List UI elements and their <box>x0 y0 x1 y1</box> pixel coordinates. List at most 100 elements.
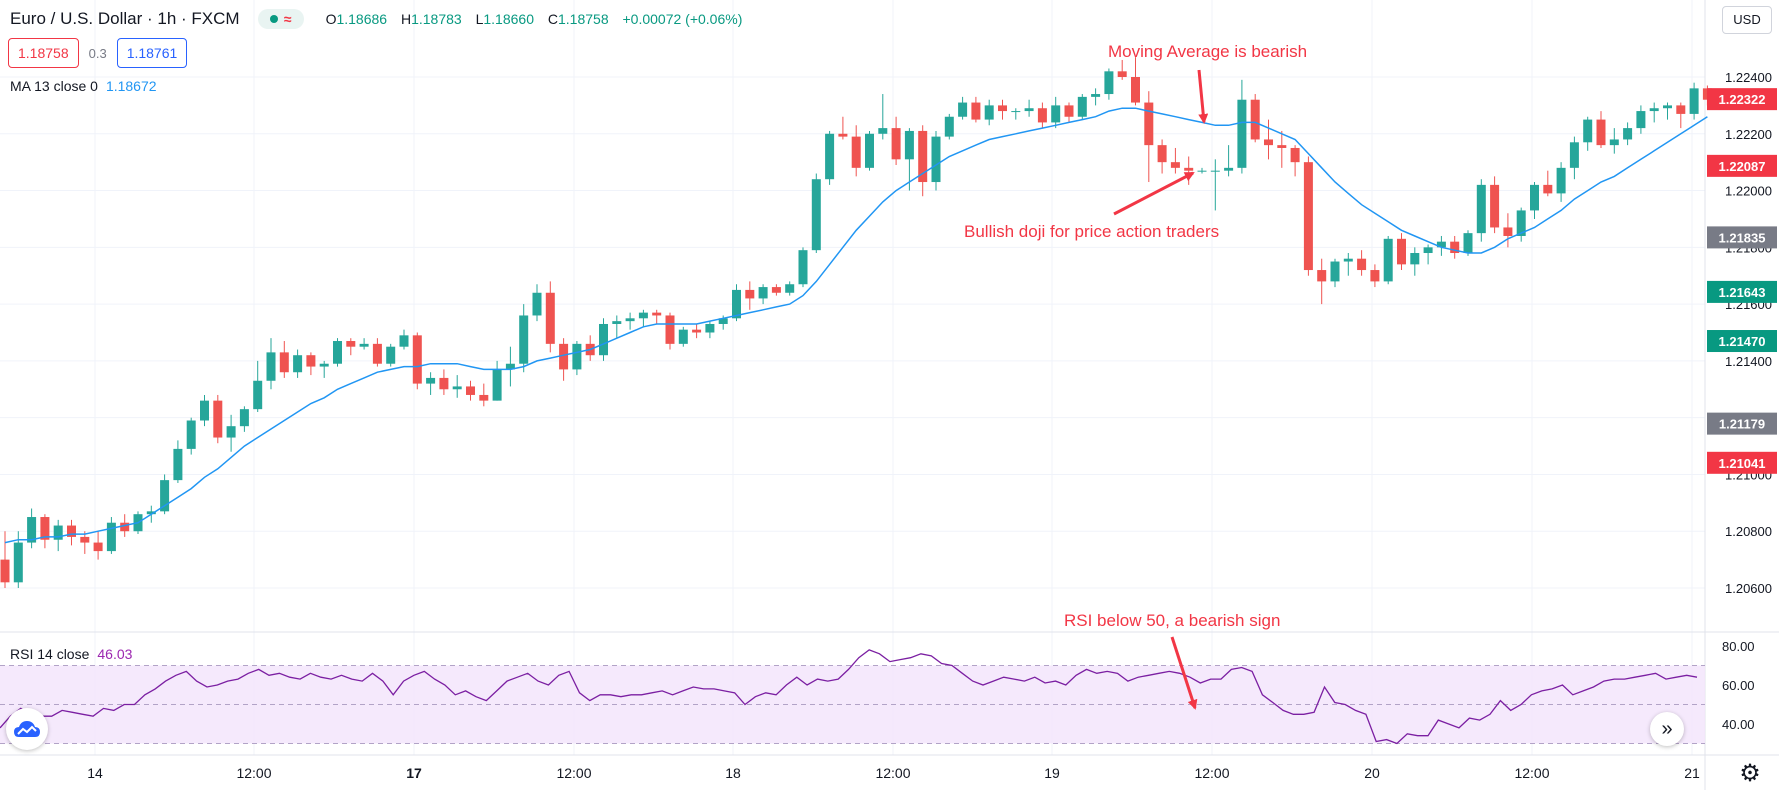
candle-body <box>1689 88 1699 114</box>
rsi-axis-tick: 60.00 <box>1722 678 1755 693</box>
candle-body <box>372 343 382 364</box>
settings-button[interactable]: ⚙ <box>1736 758 1764 788</box>
time-axis-tick: 12:00 <box>875 765 910 781</box>
buy-button[interactable]: 1.18761 <box>116 38 188 68</box>
price-axis-tick: 1.22200 <box>1725 127 1772 142</box>
arrow-ma <box>1197 69 1209 124</box>
candle-body <box>386 346 396 364</box>
candle-body <box>545 292 555 344</box>
candle-body <box>851 136 861 168</box>
candle-body <box>293 355 303 373</box>
ohlc-close-key: C <box>547 11 558 27</box>
candle-body <box>1024 108 1034 112</box>
price-label-text: 1.22322 <box>1719 92 1766 107</box>
candle-body <box>918 130 928 183</box>
candle-body <box>466 386 475 395</box>
candle-body <box>1583 119 1593 143</box>
candle-body <box>1343 258 1353 262</box>
rsi-axis-tick: 80.00 <box>1722 639 1755 654</box>
logo-button[interactable] <box>6 708 48 750</box>
time-axis-tick: 12:00 <box>236 765 271 781</box>
ohlc-open-key: O <box>325 11 337 27</box>
candle-body <box>1569 142 1579 168</box>
candle-body <box>532 292 542 316</box>
candle-body <box>53 525 63 540</box>
candle-body <box>439 377 449 390</box>
market-status-badge[interactable]: ≈ <box>257 9 304 29</box>
symbol-header: Euro / U.S. Dollar · 1h · FXCM ≈ O1.1868… <box>10 8 752 30</box>
candle-body <box>1676 105 1686 114</box>
time-axis-tick: 17 <box>406 765 422 781</box>
candle-body <box>1436 241 1446 248</box>
price-label-tag <box>1707 280 1777 303</box>
candle-body <box>1370 270 1380 282</box>
wave-icon: ≈ <box>283 11 292 27</box>
candle-body <box>1623 128 1633 140</box>
candle-body <box>346 341 356 347</box>
trade-panel: 1.18758 0.3 1.18761 <box>8 38 188 68</box>
annotation-rsi-below-50: RSI below 50, a bearish sign <box>1064 611 1281 630</box>
candle-body <box>665 315 675 344</box>
candle-body <box>200 400 209 421</box>
rsi-legend[interactable]: RSI 14 close 46.03 <box>10 646 132 662</box>
candle-body <box>1197 170 1207 172</box>
candle-body <box>239 409 249 427</box>
price-label-tag <box>1707 154 1777 177</box>
candle-body <box>652 312 662 316</box>
candle-body <box>625 318 635 322</box>
time-axis-tick: 21 <box>1684 765 1700 781</box>
candle-body <box>1330 261 1340 282</box>
time-axis-tick: 14 <box>87 765 103 781</box>
candle-body <box>186 420 196 449</box>
scroll-to-realtime-button[interactable]: » <box>1650 712 1684 746</box>
candle-body <box>67 525 76 537</box>
candle-body <box>1037 108 1047 123</box>
candle-body <box>745 289 755 299</box>
candle-body <box>479 394 489 401</box>
candle-body <box>319 363 329 367</box>
candles <box>0 57 1712 588</box>
candle-body <box>1303 162 1313 271</box>
price-label-tag <box>1707 226 1777 249</box>
candle-body <box>1556 167 1566 194</box>
symbol-title[interactable]: Euro / U.S. Dollar · 1h · FXCM <box>10 9 240 28</box>
candle-body <box>505 363 515 370</box>
price-label-tag <box>1707 330 1777 353</box>
candle-body <box>1051 105 1061 123</box>
candle-body <box>1157 145 1167 163</box>
candle-body <box>1383 238 1393 282</box>
candle-body <box>306 355 316 367</box>
candle-body <box>1423 247 1433 254</box>
price-label-tag <box>1707 412 1777 435</box>
price-label-tag <box>1707 88 1777 111</box>
candle-body <box>1237 99 1247 168</box>
ma-legend[interactable]: MA 13 close 0 1.18672 <box>10 78 157 94</box>
price-label-text: 1.21041 <box>1719 456 1766 471</box>
double-chevron-right-icon: » <box>1661 717 1673 740</box>
candle-body <box>944 116 954 137</box>
candle-body <box>971 102 981 120</box>
candle-body <box>1503 227 1513 236</box>
ma-legend-label: MA 13 close 0 <box>10 78 98 94</box>
candle-body <box>838 133 848 137</box>
candle-body <box>213 400 223 438</box>
ohlc-open-value: 1.18686 <box>336 11 388 27</box>
time-axis-tick: 12:00 <box>1514 765 1549 781</box>
candle-body <box>559 343 569 370</box>
candle-body <box>1250 99 1260 140</box>
candle-body <box>1170 162 1180 168</box>
sell-button[interactable]: 1.18758 <box>8 38 79 68</box>
candle-body <box>106 522 116 552</box>
ohlc-close-value: 1.18758 <box>558 11 609 27</box>
candle-body <box>705 323 715 333</box>
candle-body <box>226 426 236 438</box>
candle-body <box>1144 102 1154 146</box>
price-label-text: 1.21835 <box>1719 230 1766 245</box>
currency-button[interactable]: USD <box>1722 6 1772 34</box>
market-open-dot-icon <box>269 15 278 23</box>
candle-body <box>399 335 409 347</box>
candle-body <box>904 130 914 160</box>
candle-body <box>1264 139 1273 146</box>
